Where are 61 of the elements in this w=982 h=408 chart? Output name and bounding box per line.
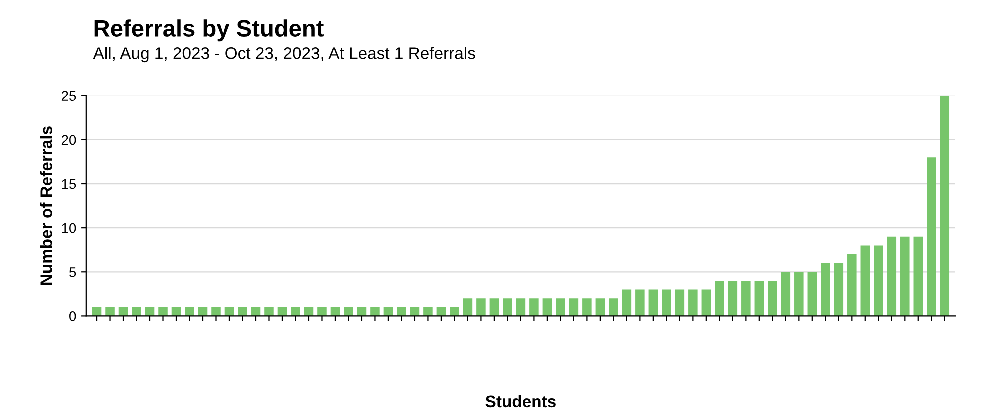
bar — [516, 298, 526, 316]
bar — [185, 307, 194, 316]
bar — [834, 263, 844, 316]
bar — [318, 307, 327, 316]
bar — [821, 263, 830, 316]
bar — [662, 290, 672, 316]
bar — [794, 272, 804, 316]
bar — [556, 298, 566, 316]
bar — [476, 298, 486, 316]
bar — [344, 307, 354, 316]
bar — [914, 236, 924, 316]
x-axis-title: Students — [486, 395, 556, 408]
bar — [596, 298, 606, 316]
bar — [463, 298, 473, 316]
bar — [238, 307, 248, 316]
bar — [450, 307, 460, 316]
y-tick-label: 5 — [70, 268, 76, 278]
bar — [742, 280, 751, 316]
y-tick-label: 0 — [70, 312, 76, 322]
bar — [158, 307, 168, 316]
bar — [728, 280, 738, 316]
bar — [424, 307, 433, 316]
bar — [648, 290, 658, 316]
bar — [212, 307, 221, 316]
bar — [397, 307, 406, 316]
bar — [900, 236, 910, 316]
bar — [887, 236, 897, 316]
bar — [754, 280, 764, 316]
bar — [569, 298, 579, 316]
bar — [688, 290, 698, 316]
y-tick-label: 20 — [62, 135, 76, 146]
bar — [490, 298, 500, 316]
bar — [636, 290, 645, 316]
chart-subtitle: All, Aug 1, 2023 - Oct 23, 2023, At Least 1 Referrals — [93, 47, 476, 63]
bar — [675, 290, 685, 316]
bar — [781, 272, 791, 316]
bar — [582, 298, 592, 316]
bar — [808, 272, 818, 316]
bar — [503, 298, 512, 316]
y-tick-label: 10 — [62, 223, 76, 234]
bar — [106, 307, 115, 316]
chart-title: Referrals by Student — [94, 20, 324, 42]
bar — [609, 298, 618, 316]
bar — [768, 280, 778, 316]
bar — [530, 298, 539, 316]
bar — [291, 307, 300, 316]
bar — [264, 307, 274, 316]
bar — [860, 246, 870, 316]
bar — [542, 298, 552, 316]
y-tick-label: 15 — [62, 179, 76, 190]
y-axis-title: Number of Referrals — [40, 126, 52, 286]
bar — [132, 307, 142, 316]
bar — [370, 307, 380, 316]
y-tick-label: 25 — [62, 91, 76, 102]
bar — [848, 254, 857, 316]
bar — [874, 246, 884, 316]
bar — [702, 290, 712, 316]
bar — [940, 96, 950, 316]
bar — [927, 158, 936, 316]
bar — [715, 280, 724, 316]
bar — [622, 290, 632, 316]
